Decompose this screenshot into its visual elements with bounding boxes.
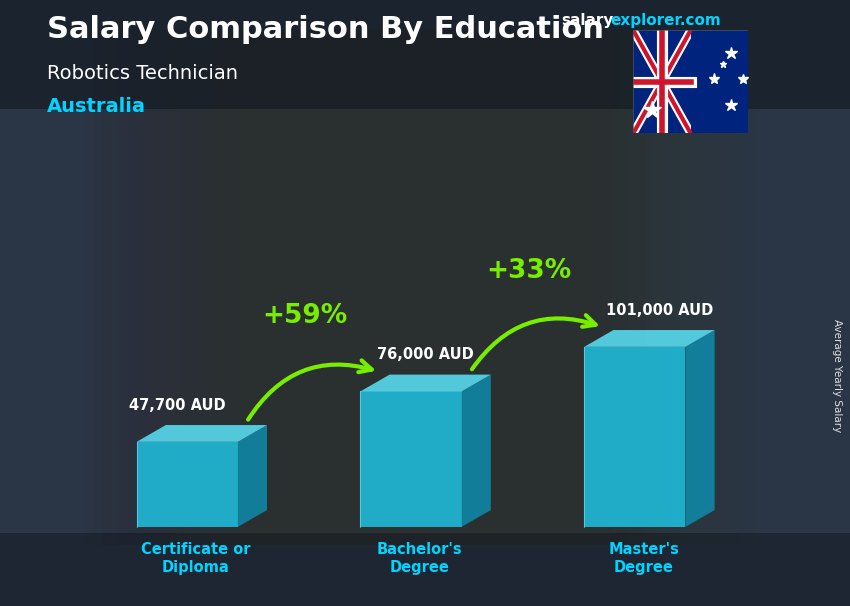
Polygon shape <box>238 425 267 527</box>
Text: Certificate or
Diploma: Certificate or Diploma <box>141 542 251 574</box>
Polygon shape <box>462 375 490 527</box>
Bar <box>119 30 629 545</box>
Bar <box>230 30 740 545</box>
Bar <box>144 30 654 545</box>
Polygon shape <box>137 425 267 442</box>
Bar <box>0 533 850 606</box>
Text: +59%: +59% <box>263 303 348 329</box>
Bar <box>246 30 756 545</box>
Text: Australia: Australia <box>47 97 145 116</box>
Polygon shape <box>584 330 715 347</box>
Text: 47,700 AUD: 47,700 AUD <box>129 398 226 413</box>
Polygon shape <box>360 375 490 391</box>
Text: Bachelor's
Degree: Bachelor's Degree <box>377 542 462 574</box>
Bar <box>153 30 663 545</box>
Text: Salary Comparison By Education: Salary Comparison By Education <box>47 15 603 44</box>
Polygon shape <box>137 442 238 527</box>
Text: Average Yearly Salary: Average Yearly Salary <box>832 319 842 432</box>
Polygon shape <box>584 347 685 527</box>
Polygon shape <box>360 391 462 527</box>
Text: 101,000 AUD: 101,000 AUD <box>605 303 713 318</box>
Text: salary: salary <box>561 13 614 28</box>
Bar <box>204 30 714 545</box>
Bar <box>85 30 595 545</box>
Bar <box>162 30 672 545</box>
Bar <box>196 30 706 545</box>
Bar <box>170 30 680 545</box>
Bar <box>238 30 748 545</box>
Polygon shape <box>685 330 715 527</box>
Text: explorer.com: explorer.com <box>610 13 721 28</box>
Bar <box>102 30 612 545</box>
Bar <box>178 30 688 545</box>
Text: +33%: +33% <box>486 258 571 284</box>
Text: 76,000 AUD: 76,000 AUD <box>377 347 474 362</box>
Text: Robotics Technician: Robotics Technician <box>47 64 238 82</box>
Bar <box>94 30 604 545</box>
Bar <box>0 0 850 109</box>
Bar <box>212 30 722 545</box>
Bar <box>128 30 638 545</box>
Bar <box>221 30 731 545</box>
Bar <box>136 30 646 545</box>
Bar <box>110 30 620 545</box>
Text: Master's
Degree: Master's Degree <box>608 542 679 574</box>
Bar <box>187 30 697 545</box>
Bar <box>690 30 748 133</box>
